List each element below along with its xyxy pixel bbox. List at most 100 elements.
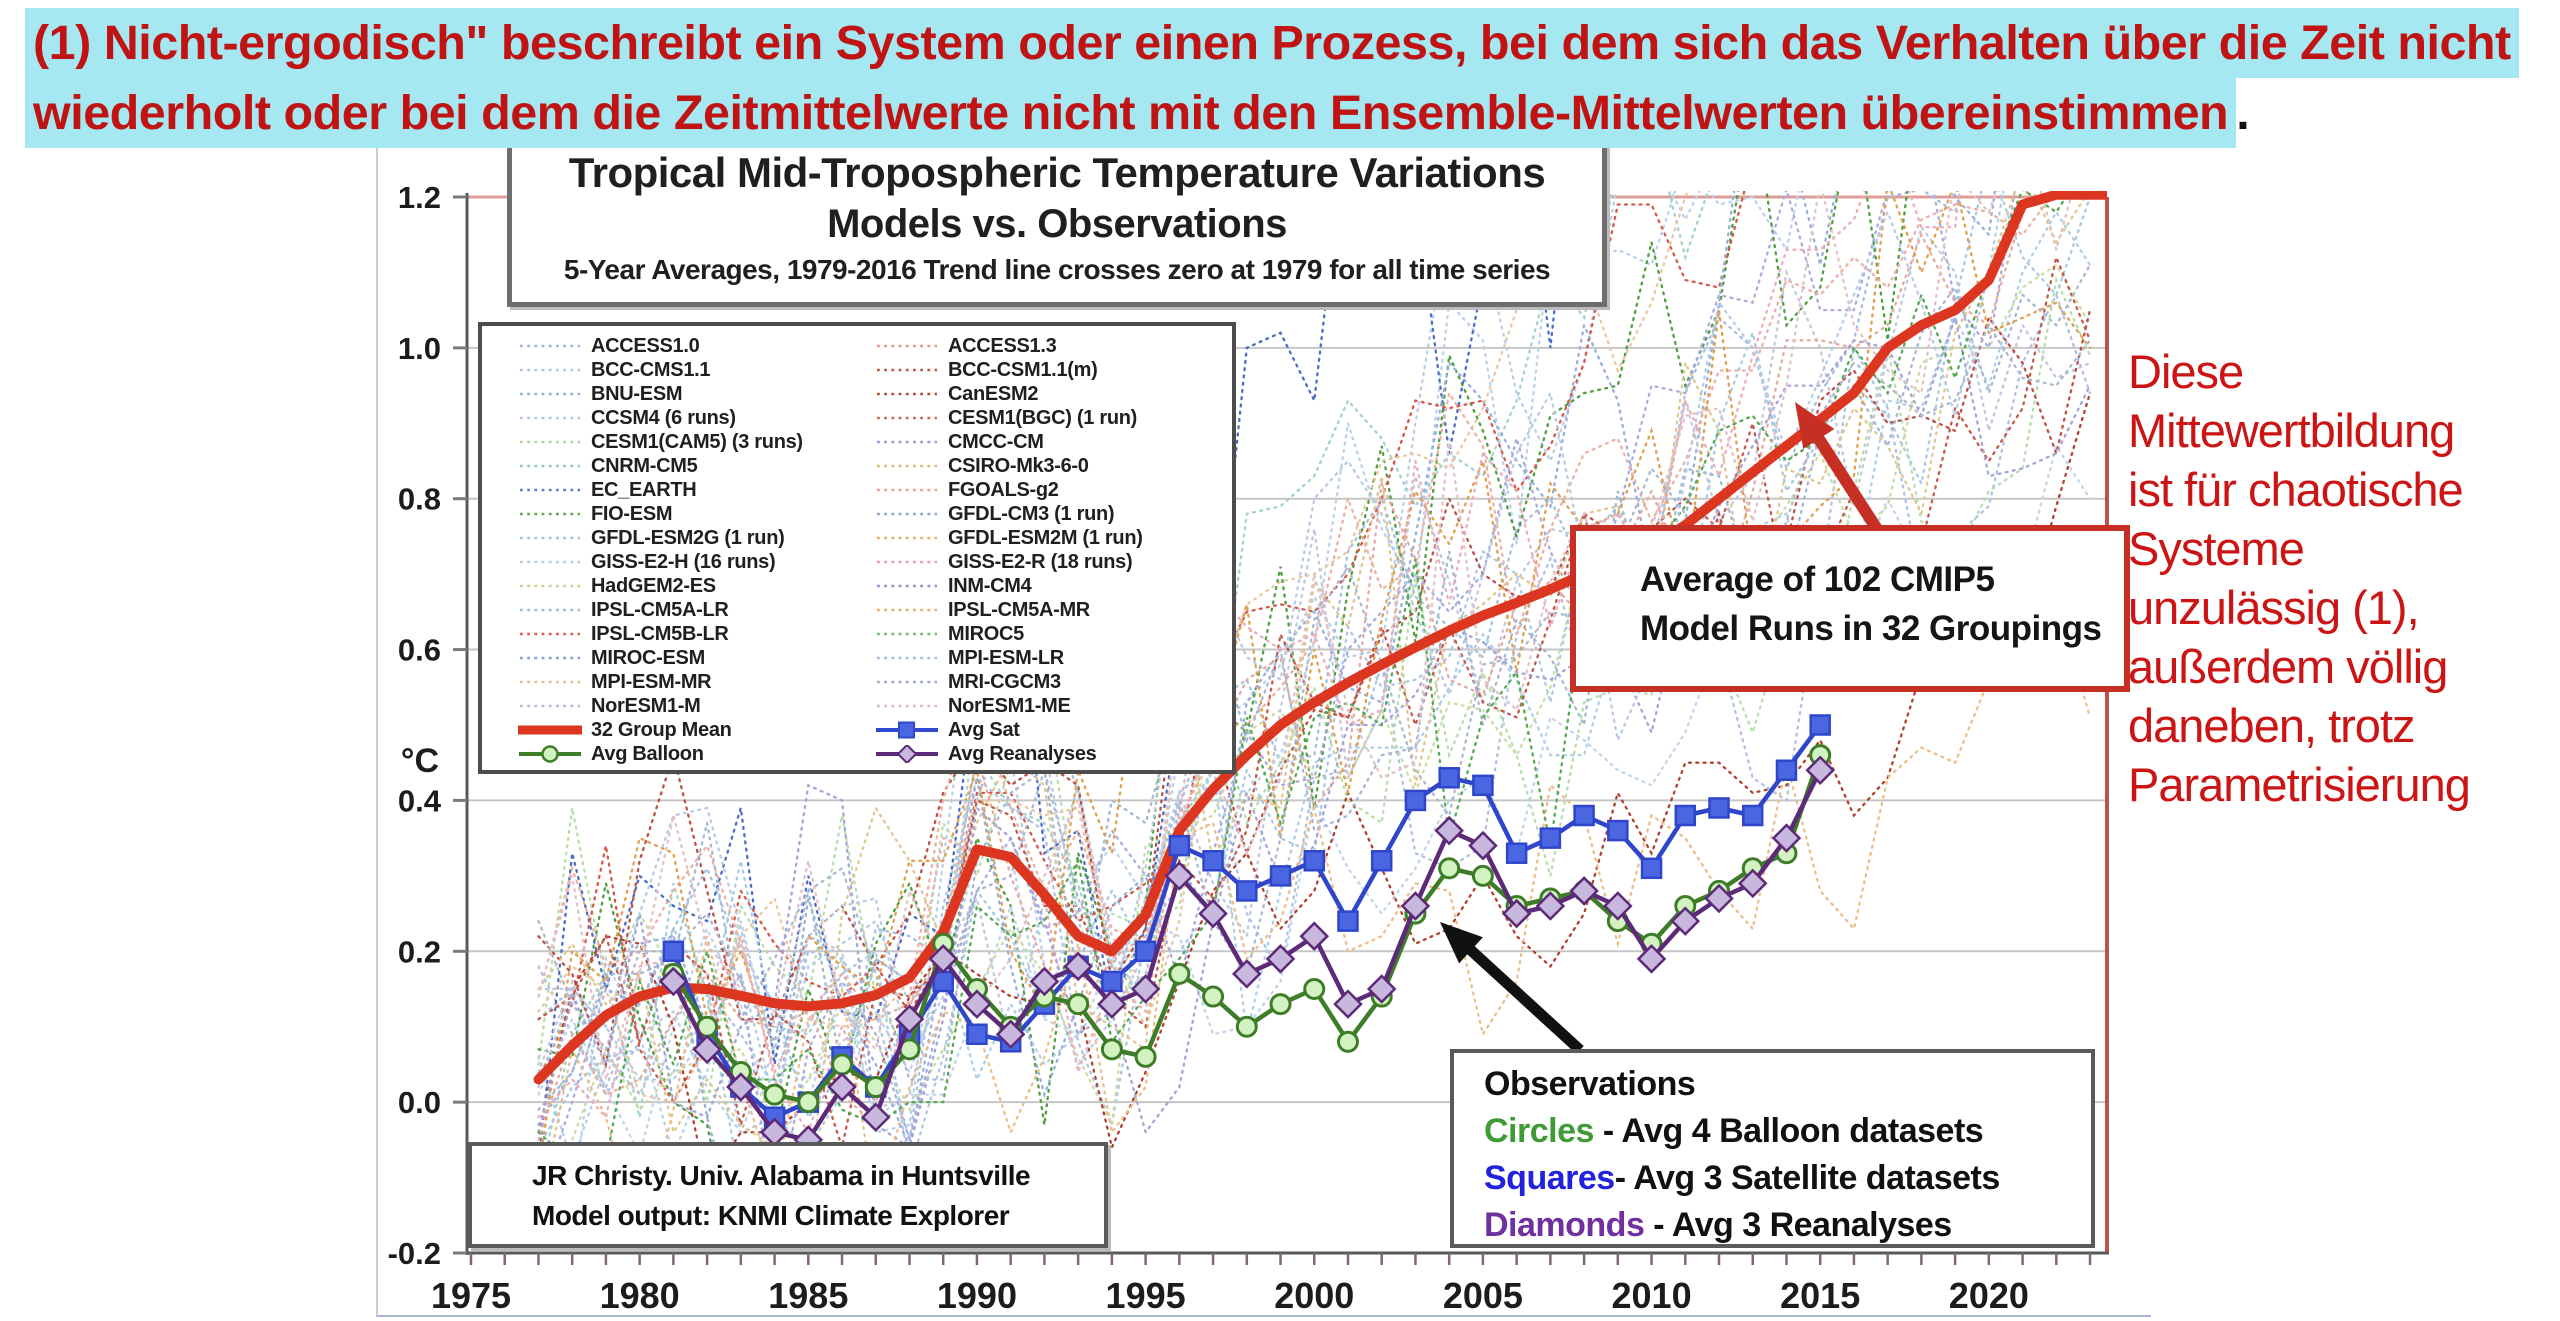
model-run-NorESM1-ME	[537, 191, 2074, 1080]
legend-item-MPI-ESM-MR: MPI-ESM-MR	[518, 670, 875, 694]
marker-circle	[1303, 977, 1326, 1000]
legend-sample-dotted	[520, 344, 580, 348]
legend-label: NorESM1-ME	[948, 694, 1071, 717]
legend-label: HadGEM2-ES	[591, 574, 716, 597]
legend-item-NorESM1-M: NorESM1-M	[518, 694, 875, 718]
x-tick-label: 1980	[600, 1275, 680, 1316]
legend-sample-dotted	[520, 584, 580, 588]
legend-sample	[875, 337, 939, 355]
marker-square	[1640, 857, 1663, 880]
legend-sample-square	[876, 721, 938, 739]
model-run-BCC-CSM1.1(m)	[537, 308, 2092, 1069]
marker-square	[1202, 850, 1224, 872]
marker-circle	[763, 1083, 786, 1106]
y-tick-label: 0.0	[398, 1085, 441, 1120]
marker-square	[1505, 842, 1528, 864]
marker-diamond	[860, 1102, 891, 1132]
legend-sample-dotted	[877, 512, 937, 516]
marker-square	[1607, 819, 1629, 842]
y-tick-label: 0.8	[398, 482, 441, 517]
legend-sample	[875, 649, 939, 667]
legend-item-CSIRO-Mk3-6-0: CSIRO-Mk3-6-0	[875, 454, 1232, 478]
legend-sample-dotted	[877, 488, 937, 492]
marker-diamond	[1232, 959, 1262, 989]
legend-sample-dotted	[520, 632, 580, 636]
source-line-2: Model output: KNMI Climate Explorer	[532, 1200, 1010, 1231]
legend-sample	[518, 553, 582, 571]
legend-item-GISS-E2-R (18 runs): GISS-E2-R (18 runs)	[875, 550, 1232, 574]
y-tick-label: 1.0	[398, 331, 441, 366]
legend-item-Avg Reanalyses: Avg Reanalyses	[875, 742, 1232, 766]
legend-label: CESM1(BGC) (1 run)	[948, 406, 1138, 429]
model-run-INM-CM4	[537, 313, 2092, 1150]
legend-item-CNRM-CM5: CNRM-CM5	[518, 454, 875, 478]
marker-diamond	[658, 966, 689, 997]
marker-diamond	[1535, 891, 1566, 921]
side-note: Diese Mittewertbildung ist für chaotisch…	[2128, 345, 2471, 811]
legend-label: GFDL-ESM2M (1 run)	[948, 526, 1143, 549]
marker-square	[1269, 865, 1292, 887]
marker-diamond	[1130, 974, 1161, 1004]
legend-label: MPI-ESM-LR	[948, 646, 1064, 669]
legend-label: CCSM4 (6 runs)	[591, 406, 736, 429]
model-run-NorESM1-M	[537, 224, 2092, 1134]
legend-sample-dotted	[877, 704, 937, 708]
marker-diamond	[1299, 921, 1330, 951]
legend-sample	[875, 529, 939, 547]
model-run-HadGEM2-ES	[537, 263, 2092, 1179]
model-run-MPI-ESM-MR	[537, 191, 1689, 1104]
legend-sample-dotted	[877, 608, 937, 612]
marker-circle	[1269, 993, 1292, 1016]
marker-circle	[1235, 1015, 1258, 1038]
legend-item-GFDL-CM3 (1 run): GFDL-CM3 (1 run)	[875, 502, 1232, 526]
x-tick-label: 1985	[768, 1275, 848, 1316]
marker-diamond	[1265, 944, 1296, 974]
y-tick-label: 0.4	[398, 783, 442, 818]
legend-sample-dotted	[877, 560, 937, 564]
x-tick-label: 2005	[1443, 1275, 1523, 1316]
marker-square	[1741, 804, 1764, 827]
legend-sample-dotted	[520, 536, 580, 540]
legend-label: Avg Sat	[948, 718, 1020, 741]
header-line-1: (1) Nicht-ergodisch" beschreibt ein Syst…	[25, 8, 2559, 78]
legend-item-MRI-CGCM3: MRI-CGCM3	[875, 670, 1232, 694]
observations-row-Squares: Squares- Avg 3 Satellite datasets	[1484, 1155, 2091, 1202]
marker-square	[1674, 804, 1697, 827]
model-run-GISS-E2-R (18 runs)	[537, 191, 1961, 1135]
legend-item-CanESM2: CanESM2	[875, 382, 1232, 406]
marker-diamond	[1029, 966, 1060, 997]
legend-label: BCC-CMS1.1	[591, 358, 711, 381]
cmip5-annotation-line-2: Model Runs in 32 Groupings	[1640, 609, 2102, 648]
chart-legend: ACCESS1.0 BCC-CMS1.1 BNU-ESM CCSM4 (6 runs)…	[478, 322, 1236, 774]
x-tick-label: 1995	[1106, 1275, 1186, 1316]
legend-sample-dotted	[520, 680, 580, 684]
red-arrow-shaft	[1812, 434, 1890, 544]
legend-sample-dotted	[877, 464, 937, 468]
legend-sample-dotted	[520, 608, 580, 612]
legend-sample-dotted	[520, 560, 580, 564]
legend-label: Avg Reanalyses	[948, 742, 1097, 765]
legend-item-32 Group Mean: 32 Group Mean	[518, 718, 875, 742]
legend-label: INM-CM4	[948, 574, 1032, 597]
observations-desc: - Avg 3 Reanalyses	[1644, 1206, 1952, 1244]
legend-sample	[518, 433, 582, 451]
marker-circle	[1471, 864, 1494, 887]
model-run-MRI-CGCM3	[537, 322, 2092, 1081]
legend-sample	[518, 577, 582, 595]
legend-label: ACCESS1.3	[948, 334, 1057, 357]
legend-sample-circle	[519, 745, 581, 763]
black-arrow-shaft	[1465, 944, 1584, 1055]
x-tick-label: 2010	[1612, 1275, 1692, 1316]
legend-sample	[875, 697, 939, 715]
marker-circle	[1438, 857, 1461, 880]
marker-square	[1775, 759, 1798, 781]
marker-square	[1708, 797, 1730, 819]
marker-diamond	[1603, 891, 1633, 921]
header-period: .	[2236, 86, 2250, 140]
marker-diamond	[1164, 861, 1195, 891]
x-tick-label: 1990	[937, 1275, 1017, 1316]
marker-diamond	[962, 989, 992, 1019]
legend-label: GFDL-CM3 (1 run)	[948, 502, 1115, 525]
